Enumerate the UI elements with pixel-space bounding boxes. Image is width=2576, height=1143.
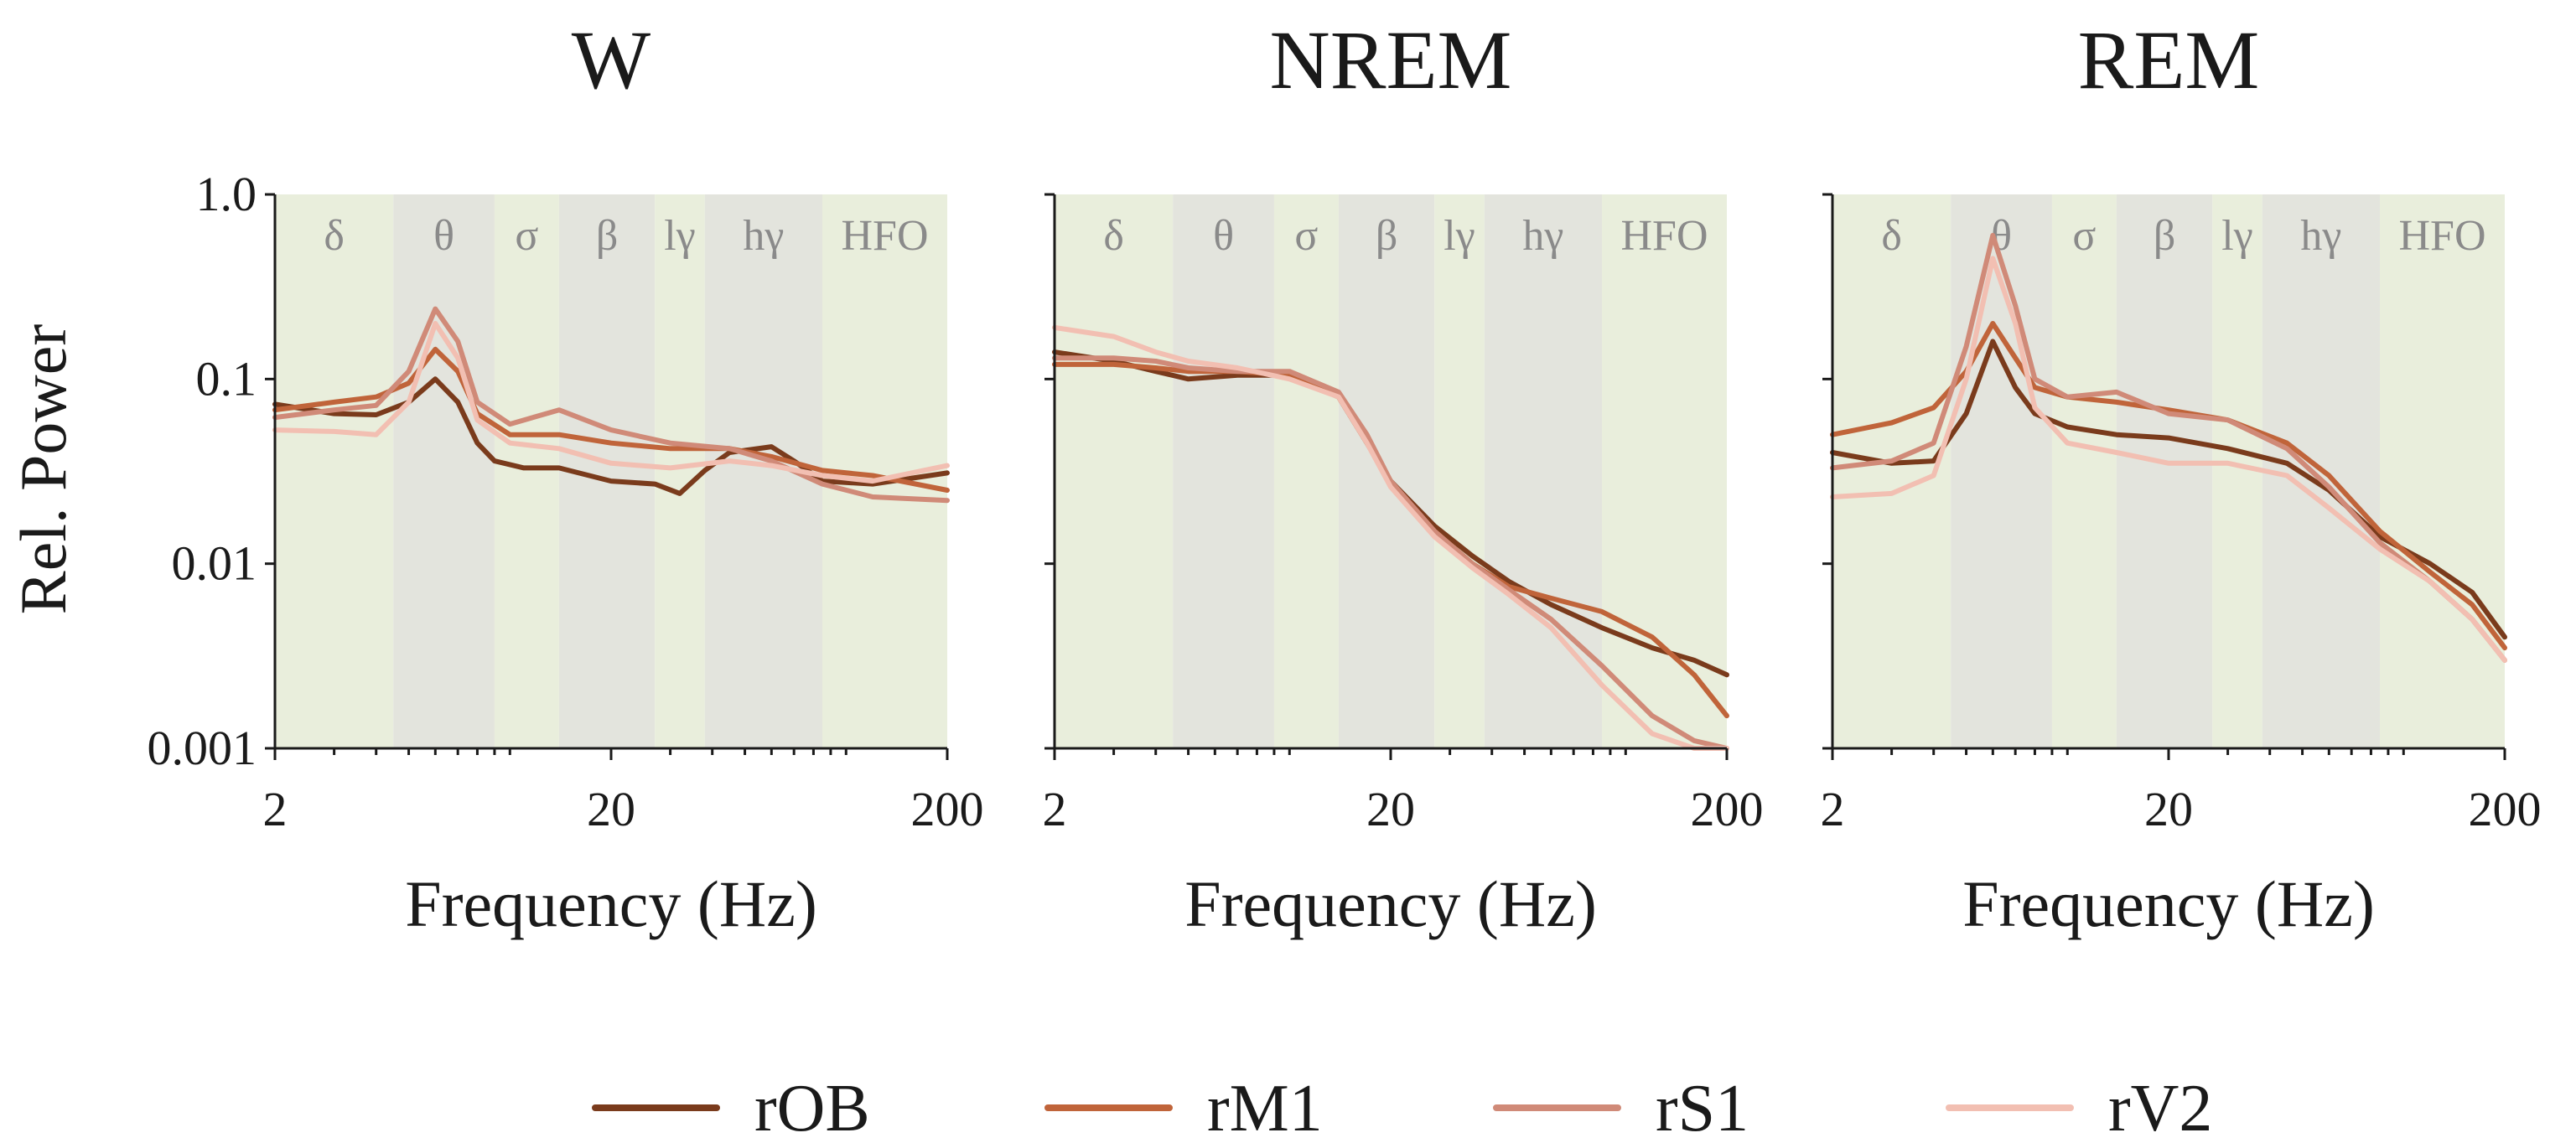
band-label: θ xyxy=(433,212,454,260)
legend-item-rM1: rM1 xyxy=(1044,1072,1323,1143)
y-tick-label: 1.0 xyxy=(196,167,257,221)
x-axis-label: Frequency (Hz) xyxy=(1962,867,2375,940)
series-line-rV2 xyxy=(272,321,950,484)
band-bg xyxy=(1434,194,1485,748)
band-bg xyxy=(275,194,394,748)
legend-label: rM1 xyxy=(1207,1072,1323,1143)
band-bg xyxy=(1273,194,1339,748)
x-tick-label: 20 xyxy=(1366,782,1415,836)
band-label: lγ xyxy=(2221,212,2252,260)
band-label: hγ xyxy=(1522,212,1563,260)
band-bg xyxy=(393,194,495,748)
band-bg xyxy=(2379,194,2505,748)
band-label: HFO xyxy=(2398,212,2485,260)
x-tick-label: 200 xyxy=(2469,782,2542,836)
x-tick-label: 20 xyxy=(2144,782,2193,836)
band-label: HFO xyxy=(1620,212,1708,260)
series-line-rS1 xyxy=(1052,355,1729,751)
band-label: σ xyxy=(515,212,538,260)
band-label: δ xyxy=(1881,212,1902,260)
band-label: hγ xyxy=(2300,212,2341,260)
band-label: β xyxy=(596,212,618,260)
x-tick-label: 200 xyxy=(911,782,984,836)
x-tick-label: 2 xyxy=(1821,782,1845,836)
band-bg xyxy=(1832,194,1951,748)
band-bg xyxy=(2116,194,2213,748)
series-line-rV2 xyxy=(1052,324,1729,751)
y-tick-label: 0.1 xyxy=(196,351,257,406)
band-label: lγ xyxy=(664,212,695,260)
legend-item-rOB: rOB xyxy=(592,1072,870,1143)
band-bg xyxy=(655,194,705,748)
legend-item-rV2: rV2 xyxy=(1946,1072,2212,1143)
band-label: β xyxy=(1376,212,1397,260)
band-bg xyxy=(2212,194,2262,748)
panel-nrem: NREM δ θ σ β lγ hγ HFO 2 20 200 Frequency (Hz) xyxy=(1043,13,1764,940)
y-tick-label: 0.01 xyxy=(172,536,257,591)
band-label: σ xyxy=(2072,212,2096,260)
band-label: δ xyxy=(1103,212,1124,260)
x-axis-label: Frequency (Hz) xyxy=(1184,867,1597,940)
panel-title: REM xyxy=(2078,13,2260,106)
band-bg xyxy=(2051,194,2117,748)
panel-title: NREM xyxy=(1270,13,1512,106)
legend-item-rS1: rS1 xyxy=(1493,1072,1749,1143)
legend-label: rS1 xyxy=(1656,1072,1749,1143)
band-label: δ xyxy=(324,212,345,260)
x-tick-label: 2 xyxy=(263,782,288,836)
band-bg xyxy=(494,194,559,748)
x-tick-label: 20 xyxy=(587,782,635,836)
legend-label: rV2 xyxy=(2108,1072,2212,1143)
series-line-rV2 xyxy=(1830,256,2507,663)
band-label: HFO xyxy=(841,212,928,260)
band-bg xyxy=(1601,194,1727,748)
series-line-rS1 xyxy=(1830,232,2507,663)
panel-title: W xyxy=(572,13,651,106)
band-label: β xyxy=(2154,212,2175,260)
y-axis-label: Rel. Power xyxy=(7,324,80,615)
legend: rOB rM1 rS1 rV2 xyxy=(592,1072,2212,1143)
band-bg xyxy=(1484,194,1602,748)
band-label: hγ xyxy=(743,212,784,260)
band-label: σ xyxy=(1294,212,1318,260)
x-tick-label: 2 xyxy=(1043,782,1067,836)
band-bg xyxy=(1173,194,1274,748)
series-line-rOB xyxy=(272,376,950,496)
x-axis-label: Frequency (Hz) xyxy=(405,867,817,940)
band-label: θ xyxy=(1213,212,1234,260)
band-bg xyxy=(1055,194,1174,748)
band-label: lγ xyxy=(1443,212,1475,260)
x-tick-label: 200 xyxy=(1691,782,1764,836)
legend-label: rOB xyxy=(754,1072,870,1143)
y-tick-label: 0.001 xyxy=(148,721,257,775)
